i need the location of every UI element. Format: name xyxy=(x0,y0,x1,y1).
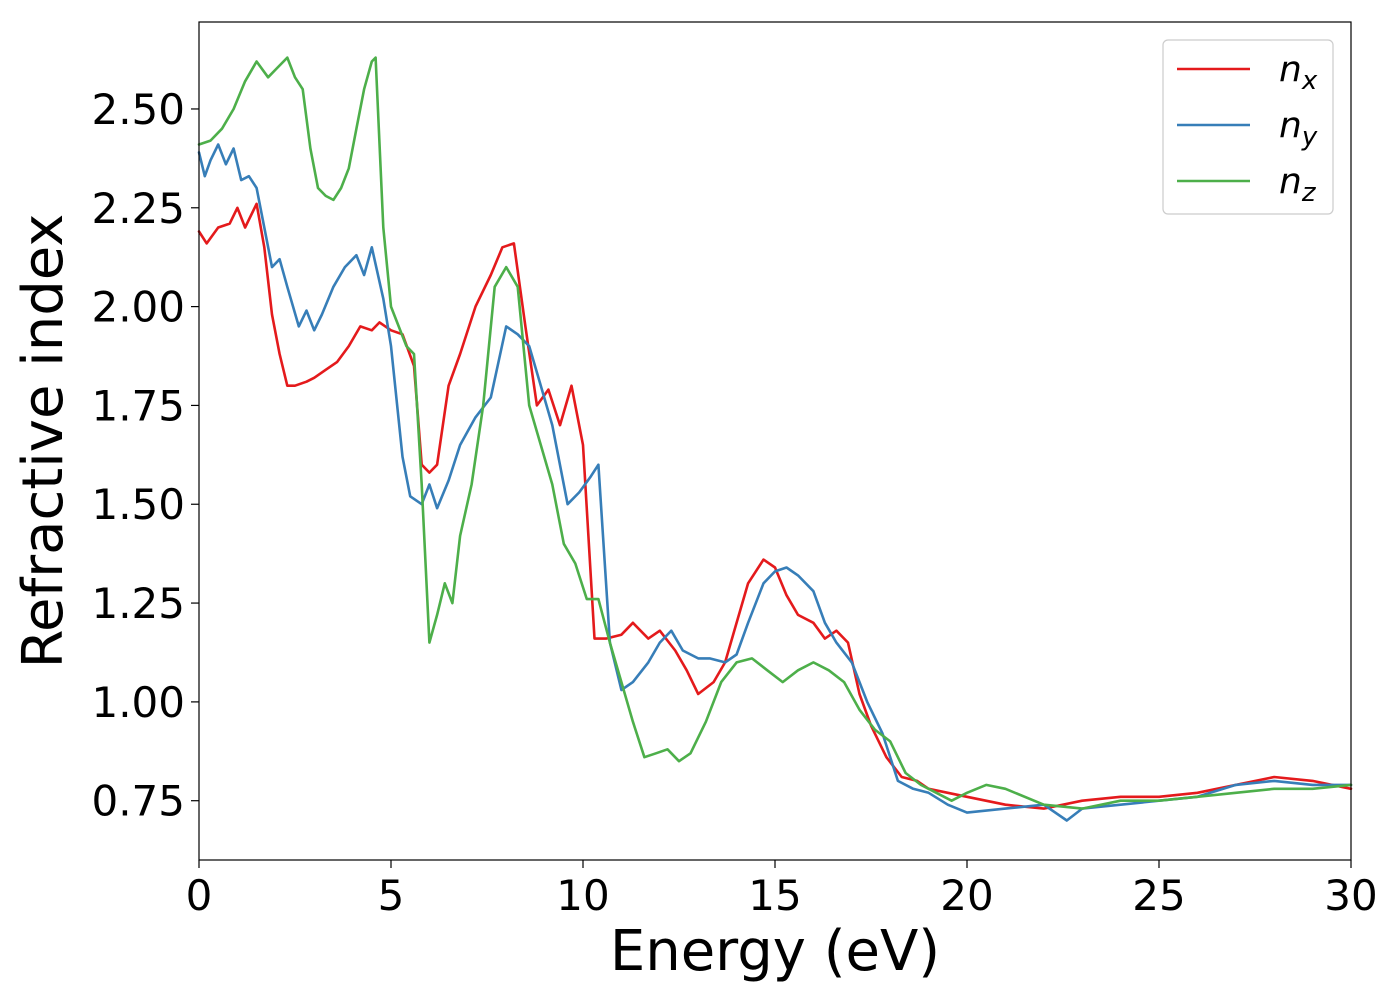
x-tick-label: 30 xyxy=(1324,871,1377,920)
series-line-ny xyxy=(197,143,1353,822)
x-axis-title: Energy (eV) xyxy=(610,919,940,984)
x-tick-label: 25 xyxy=(1132,871,1185,920)
x-tick-label: 0 xyxy=(186,871,213,920)
x-tick-label: 5 xyxy=(378,871,405,920)
legend: nx ny nz xyxy=(1162,39,1334,215)
x-tick-label: 15 xyxy=(748,871,801,920)
legend-box xyxy=(1162,39,1334,215)
y-tick-label: 2.25 xyxy=(91,184,185,233)
y-axis: 0.75 1.00 1.25 1.50 1.75 2.00 2.25 2.50 xyxy=(91,85,199,826)
y-axis-title: Refractive index xyxy=(11,214,76,669)
series-line-nx xyxy=(197,202,1353,810)
y-tick-label: 1.00 xyxy=(91,678,185,727)
x-tick-label: 20 xyxy=(940,871,993,920)
y-tick-label: 0.75 xyxy=(91,777,185,826)
y-tick-label: 1.50 xyxy=(91,480,185,529)
y-tick-label: 1.25 xyxy=(91,579,185,628)
y-tick-label: 1.75 xyxy=(91,381,185,430)
y-tick-label: 2.00 xyxy=(91,283,185,332)
x-tick-label: 10 xyxy=(556,871,609,920)
legend-label-nz: nz xyxy=(1279,161,1317,208)
plot-layer xyxy=(197,56,1353,822)
y-tick-label: 2.50 xyxy=(91,85,185,134)
x-axis: 0 5 10 15 20 25 30 xyxy=(186,860,1378,920)
legend-label-nx: nx xyxy=(1279,49,1318,96)
series-line-nz xyxy=(197,56,1353,810)
legend-label-ny: ny xyxy=(1279,105,1318,152)
